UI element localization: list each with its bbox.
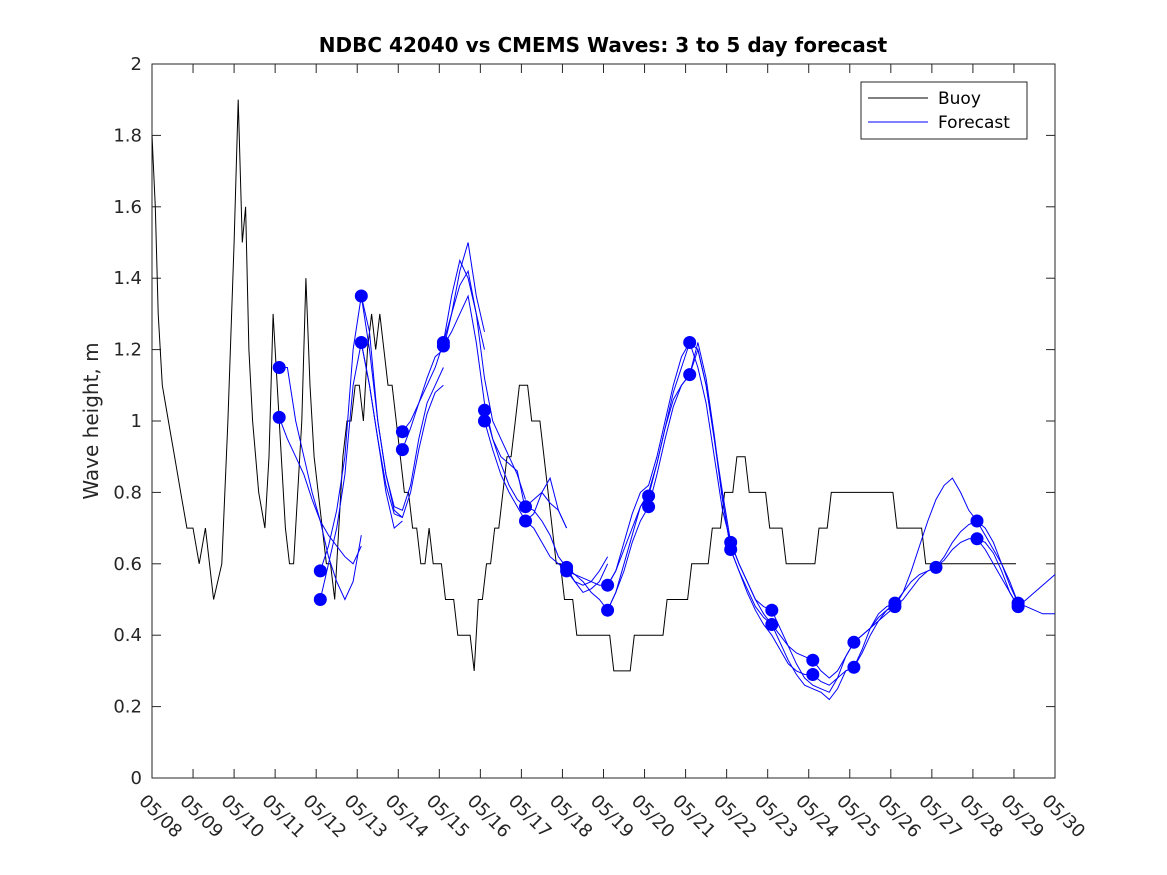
forecast-marker [765,603,779,617]
forecast-marker [560,564,574,578]
forecast-marker [765,618,779,631]
forecast-marker [272,361,286,374]
forecast-marker [642,500,656,514]
y-tick-label: 2 [131,54,142,75]
forecast-line [771,624,855,701]
forecast-marker [847,635,861,649]
forecast-marker [478,414,491,428]
y-tick-label: 1.2 [113,340,142,361]
chart-title: NDBC 42040 vs CMEMS Waves: 3 to 5 day fo… [319,33,888,57]
forecast-line [442,269,526,500]
y-axis-ticks: 0 0.2 0.4 0.6 0.8 1 1.2 1.4 1.6 1.8 2 [113,54,1055,789]
forecast-line [360,295,444,511]
forecast-marker [806,653,820,667]
forecast-marker [478,403,491,417]
forecast-marker [683,368,697,382]
y-tick-label: 0.2 [113,697,142,718]
forecast-line [730,549,813,675]
forecast-marker [888,600,902,614]
y-tick-label: 0 [131,768,142,789]
forecast-line [607,342,691,586]
buoy-line [151,99,1016,672]
forecast-marker [436,339,450,353]
forecast-marker [395,425,409,439]
buoy-series [151,99,1016,672]
forecast-marker [601,578,615,592]
forecast-marker [929,560,943,574]
forecast-marker [683,336,697,349]
forecast-line [360,342,444,519]
legend-buoy-label: Buoy [938,89,981,109]
forecast-line [894,477,978,607]
legend-box [860,81,1028,140]
legend-forecast-label: Forecast [938,113,1010,133]
y-axis-label: Wave height, m [79,342,103,499]
y-tick-label: 1.8 [113,125,142,146]
y-tick-label: 1.4 [113,268,142,289]
forecast-marker [313,593,327,606]
forecast-marker [354,289,368,303]
forecast-marker [519,514,532,528]
forecast-marker [601,603,615,617]
forecast-line [278,417,362,601]
forecast-marker [847,660,861,674]
y-tick-label: 0.8 [113,482,142,503]
forecast-marker [1011,600,1025,614]
plot-area [151,63,1056,779]
forecast-line [771,609,855,693]
y-tick-label: 0.6 [113,554,142,575]
forecast-marker [642,489,656,503]
y-tick-label: 1.6 [113,197,142,218]
forecast-marker [519,500,532,514]
legend: Buoy Forecast [860,81,1028,140]
forecast-marker [313,564,327,578]
y-tick-label: 1 [131,411,142,432]
forecast-marker [970,532,984,546]
forecast-marker [272,410,286,424]
forecast-markers [272,289,1025,681]
forecast-marker [724,543,738,556]
forecast-line [442,294,526,511]
forecast-marker [354,336,368,349]
forecast-marker [806,668,820,681]
y-tick-label: 0.4 [113,625,142,646]
forecast-marker [395,443,409,457]
forecast-marker [970,514,984,528]
